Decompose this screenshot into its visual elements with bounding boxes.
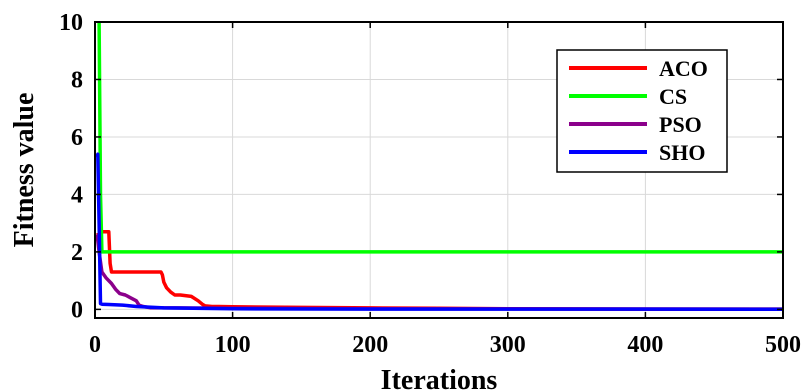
y-tick-label: 6 [71, 125, 83, 151]
y-axis-label: Fitness value [9, 93, 40, 248]
y-tick-label: 10 [59, 10, 83, 36]
x-tick-label: 500 [765, 332, 801, 358]
x-tick-label: 0 [89, 332, 101, 358]
x-tick-label: 300 [490, 332, 526, 358]
legend: ACO CS PSO SHO [556, 49, 728, 173]
y-tick-label: 4 [71, 182, 83, 208]
y-tick-label: 0 [71, 297, 83, 323]
legend-label-sho: SHO [659, 140, 705, 165]
legend-label-cs: CS [659, 84, 687, 109]
x-tick-label: 100 [215, 332, 251, 358]
y-tick-label: 2 [71, 240, 83, 266]
series-line-sho [95, 152, 783, 311]
series-line-aco [96, 230, 783, 311]
x-axis-label: Iterations [381, 365, 498, 392]
legend-label-aco: ACO [659, 56, 708, 81]
x-tick-label: 200 [352, 332, 388, 358]
x-tick-label: 400 [627, 332, 663, 358]
legend-label-pso: PSO [659, 112, 702, 137]
axis-ticks: 0 100 200 300 400 500 0 2 4 6 8 10 [59, 10, 801, 358]
y-tick-label: 8 [71, 67, 83, 93]
series-line-pso [95, 234, 783, 311]
plot-frame [94, 21, 784, 319]
